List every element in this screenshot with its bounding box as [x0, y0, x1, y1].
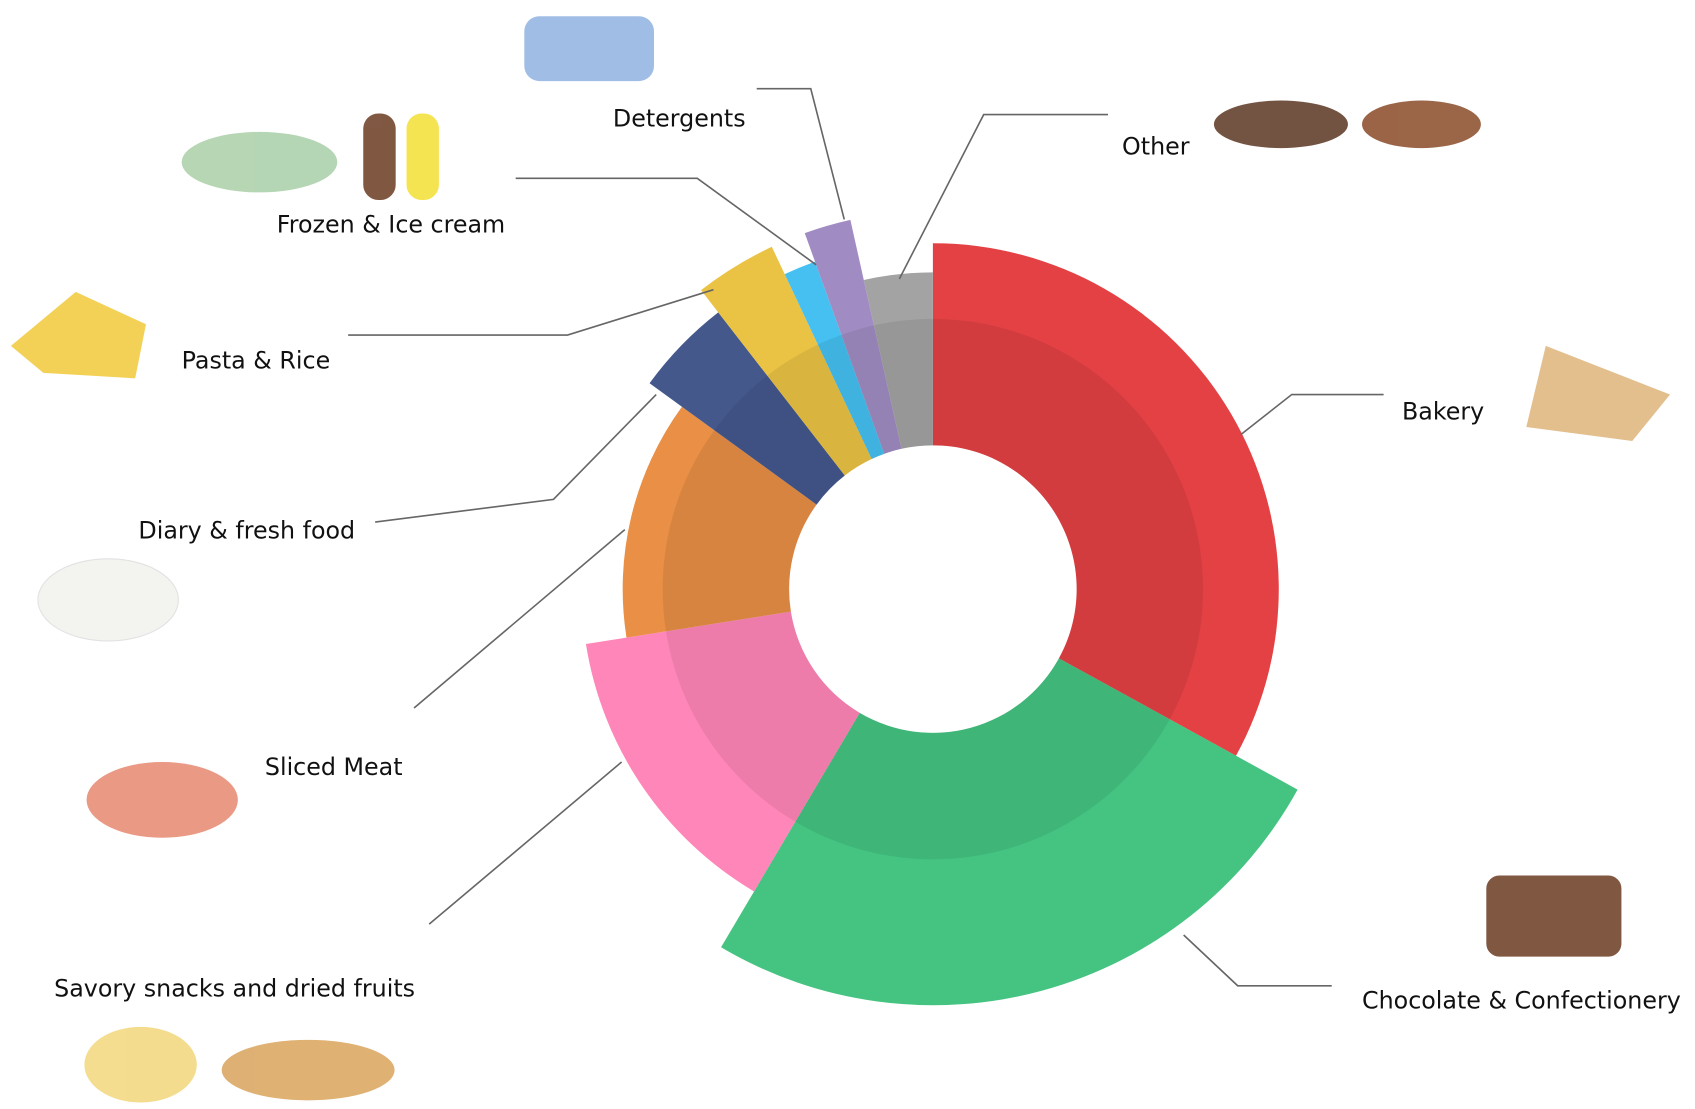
picture: [1213, 100, 1348, 149]
picture: [221, 1039, 395, 1101]
leader-line: [413, 529, 626, 709]
category-label: Pasta & Rice: [182, 347, 331, 375]
inner-ring-shade: [662, 318, 1204, 860]
category-label: Frozen & Ice cream: [277, 210, 505, 238]
leader-line: [1183, 934, 1332, 987]
leader-line: [515, 177, 817, 266]
category-label: Savory snacks and dried fruits: [54, 975, 415, 1003]
leader-line: [348, 288, 714, 336]
wedge: [932, 243, 1279, 756]
picture: [406, 113, 439, 200]
category-label: Sliced Meat: [265, 753, 403, 781]
picture: [181, 131, 338, 193]
leader-line: [898, 113, 1108, 280]
picture: [524, 16, 655, 82]
category-label: Diary & fresh food: [138, 516, 355, 544]
leader-line: [428, 761, 623, 925]
leader-lines: [348, 87, 1384, 987]
picture: [363, 113, 396, 200]
wedge: [585, 611, 860, 892]
category-label: Chocolate & Confectionery: [1362, 986, 1681, 1014]
wedge: [649, 312, 845, 505]
wedge: [784, 261, 885, 460]
picture: [37, 558, 179, 642]
leader-line: [1240, 393, 1384, 436]
category-label: Detergents: [613, 104, 746, 132]
leader-line: [375, 393, 657, 523]
wedge: [622, 406, 817, 638]
picture: [1362, 100, 1481, 149]
wedge: [721, 658, 1298, 1006]
wedges: [585, 219, 1298, 1006]
wedge: [863, 272, 933, 449]
picture: [1526, 345, 1671, 442]
food-pictures: [10, 16, 1671, 1103]
picture: [1486, 875, 1622, 957]
category-label: Bakery: [1402, 397, 1484, 425]
picture: [10, 291, 146, 379]
category-label: Other: [1122, 133, 1190, 161]
picture: [86, 762, 238, 838]
wedge: [701, 246, 872, 476]
wedge: [804, 219, 902, 454]
picture: [84, 1026, 197, 1103]
leader-line: [756, 87, 846, 220]
